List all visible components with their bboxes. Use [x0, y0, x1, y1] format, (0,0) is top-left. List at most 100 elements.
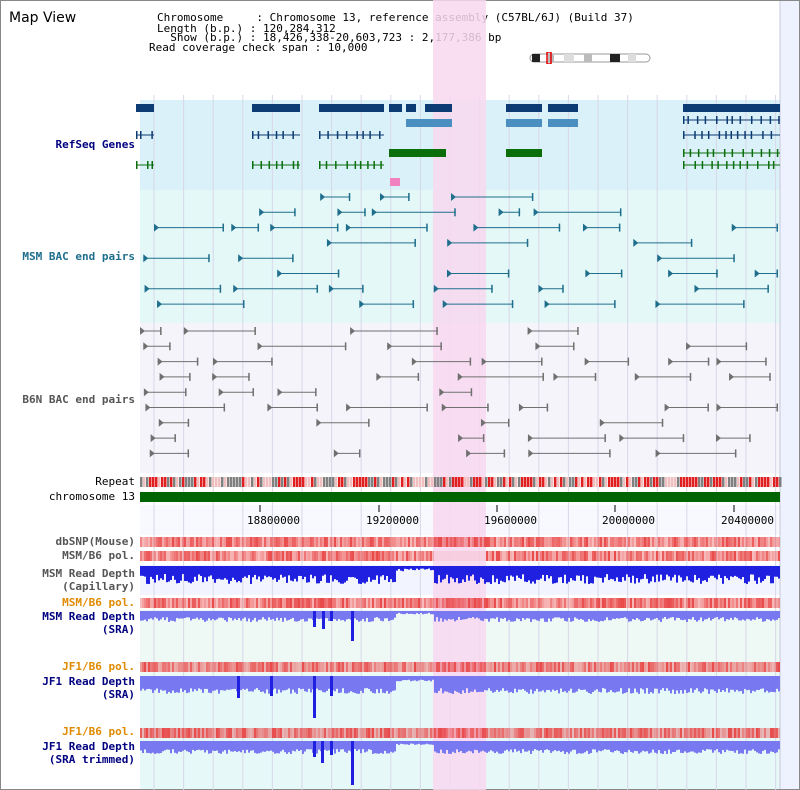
- msm-b6-pol-cell: [636, 551, 638, 561]
- jf1-b6-pol-2-cell: [548, 728, 550, 738]
- jf1-trimmed-depth-bar: [206, 741, 208, 751]
- msm-capillary-depth-bar: [250, 566, 252, 584]
- msm-b6-pol-cell: [284, 551, 286, 561]
- jf1-b6-pol-2-cell: [554, 728, 556, 738]
- msm-capillary-depth-bar: [630, 566, 632, 583]
- msm-b6-pol-2-cell: [174, 598, 176, 608]
- jf1-sra-depth-bar: [254, 676, 256, 690]
- repeat-block: [257, 477, 260, 487]
- jf1-b6-pol-2-cell: [180, 728, 182, 738]
- jf1-sra-depth-bar: [406, 676, 408, 681]
- repeat-block: [473, 477, 476, 487]
- msm-sra-depth-bar: [750, 611, 752, 621]
- jf1-b6-pol-2-cell: [632, 728, 634, 738]
- msm-capillary-depth-bar: [248, 566, 250, 576]
- jf1-sra-depth-bar: [244, 676, 246, 690]
- msm-b6-pol-2-cell: [232, 598, 234, 608]
- jf1-b6-pol-cell: [562, 662, 564, 672]
- jf1-trimmed-depth-bar: [422, 741, 424, 745]
- gene-exon: [696, 116, 699, 124]
- jf1-b6-pol-2-cell: [612, 728, 614, 738]
- jf1-b6-pol-2-cell: [758, 728, 760, 738]
- msm-capillary-depth-bar: [512, 566, 514, 577]
- dbsnp-cell: [756, 537, 758, 547]
- msm-capillary-depth-bar: [746, 566, 748, 584]
- jf1-b6-pol-2-cell: [438, 728, 440, 738]
- msm-b6-pol-cell: [570, 551, 572, 561]
- b6n-bac-pair-end-left: [150, 434, 156, 443]
- msm-sra-depth-bar: [584, 611, 586, 622]
- jf1-trimmed-depth-bar: [558, 741, 560, 751]
- msm-capillary-depth-bar: [458, 566, 460, 584]
- header-coverage-span: Read coverage check span : 10,000: [149, 41, 368, 54]
- msm-sra-depth-bar: [364, 611, 366, 622]
- msm-b6-pol-cell: [292, 551, 294, 561]
- gene-exon: [325, 161, 328, 169]
- jf1-trimmed-depth-bar: [766, 741, 768, 754]
- track-label-msm-bac[interactable]: MSM BAC end pairs: [22, 250, 135, 263]
- b6n-bac-pair-end-left: [716, 403, 722, 412]
- msm-b6-pol-cell: [208, 551, 210, 561]
- msm-b6-pol-2-cell: [348, 598, 350, 608]
- jf1-b6-pol-cell: [432, 662, 434, 672]
- jf1-trimmed-depth-bar: [576, 741, 578, 754]
- repeat-block: [362, 477, 365, 487]
- dbsnp-cell: [742, 537, 744, 547]
- track-label-b6n-bac[interactable]: B6N BAC end pairs: [22, 393, 135, 406]
- b6n-bac-pair-end-right: [609, 449, 611, 458]
- msm-b6-pol-cell: [340, 551, 342, 561]
- msm-b6-pol-2-cell: [278, 598, 280, 608]
- jf1-b6-pol-cell: [688, 662, 690, 672]
- msm-sra-depth-bar: [656, 611, 658, 619]
- jf1-sra-depth-bar: [676, 676, 678, 691]
- jf1-sra-depth-bar: [558, 676, 560, 694]
- jf1-sra-depth-bar: [164, 676, 166, 691]
- dbsnp-cell: [384, 537, 386, 547]
- track-label-refseq[interactable]: RefSeq Genes: [55, 138, 135, 151]
- jf1-b6-pol-2-cell: [656, 728, 658, 738]
- msm-sra-depth-bar: [560, 611, 562, 619]
- repeat-block: [485, 477, 488, 487]
- msm-bac-pair-end-left: [320, 193, 326, 201]
- jf1-sra-depth-bar: [304, 676, 306, 692]
- msm-b6-pol-2-cell: [460, 598, 462, 608]
- jf1-b6-pol-2-cell: [398, 728, 400, 738]
- jf1-sra-depth-bar: [750, 676, 752, 694]
- jf1-b6-pol-2-cell: [620, 728, 622, 738]
- msm-b6-pol-cell: [560, 551, 562, 561]
- msm-capillary-depth-bar: [266, 566, 268, 578]
- msm-sra-depth-bar: [758, 611, 760, 619]
- msm-capillary-depth-bar: [274, 566, 276, 579]
- chromosome-ideogram[interactable]: [528, 52, 652, 64]
- msm-capillary-depth-bar: [710, 566, 712, 576]
- msm-b6-pol-2-cell: [730, 598, 732, 608]
- msm-b6-pol-2-cell: [408, 598, 410, 608]
- dbsnp-cell: [588, 537, 590, 547]
- jf1-sra-depth-bar: [748, 676, 750, 690]
- jf1-b6-pol-2-cell: [320, 728, 322, 738]
- msm-capillary-depth-bar: [692, 566, 694, 583]
- jf1-b6-pol-2-cell: [776, 728, 778, 738]
- msm-b6-pol-2-cell: [412, 598, 414, 608]
- msm-sra-depth-bar: [266, 611, 268, 621]
- dbsnp-cell: [300, 537, 302, 547]
- msm-sra-depth-bar: [234, 611, 236, 619]
- jf1-trimmed-depth-bar: [290, 741, 292, 754]
- msm-sra-depth-bar: [194, 611, 196, 619]
- jf1-b6-pol-2-cell: [592, 728, 594, 738]
- msm-b6-pol-2-cell: [372, 598, 374, 608]
- jf1-b6-pol-2-cell: [710, 728, 712, 738]
- jf1-sra-depth-bar: [724, 676, 726, 692]
- jf1-sra-depth-bar: [460, 676, 462, 694]
- track-label-msm-b6-pol: MSM/B6 pol.: [62, 549, 135, 562]
- msm-sra-depth-bar: [280, 611, 282, 619]
- jf1-b6-pol-cell: [742, 662, 744, 672]
- jf1-sra-depth-bar: [524, 676, 526, 691]
- jf1-b6-pol-2-cell: [736, 728, 738, 738]
- jf1-sra-depth-bar: [448, 676, 450, 693]
- msm-b6-pol-2-cell: [364, 598, 366, 608]
- msm-bac-pair-end-right: [222, 223, 224, 232]
- jf1-trimmed-depth-bar: [148, 741, 150, 754]
- msm-sra-depth-bar: [664, 611, 666, 618]
- msm-b6-pol-cell: [574, 551, 576, 561]
